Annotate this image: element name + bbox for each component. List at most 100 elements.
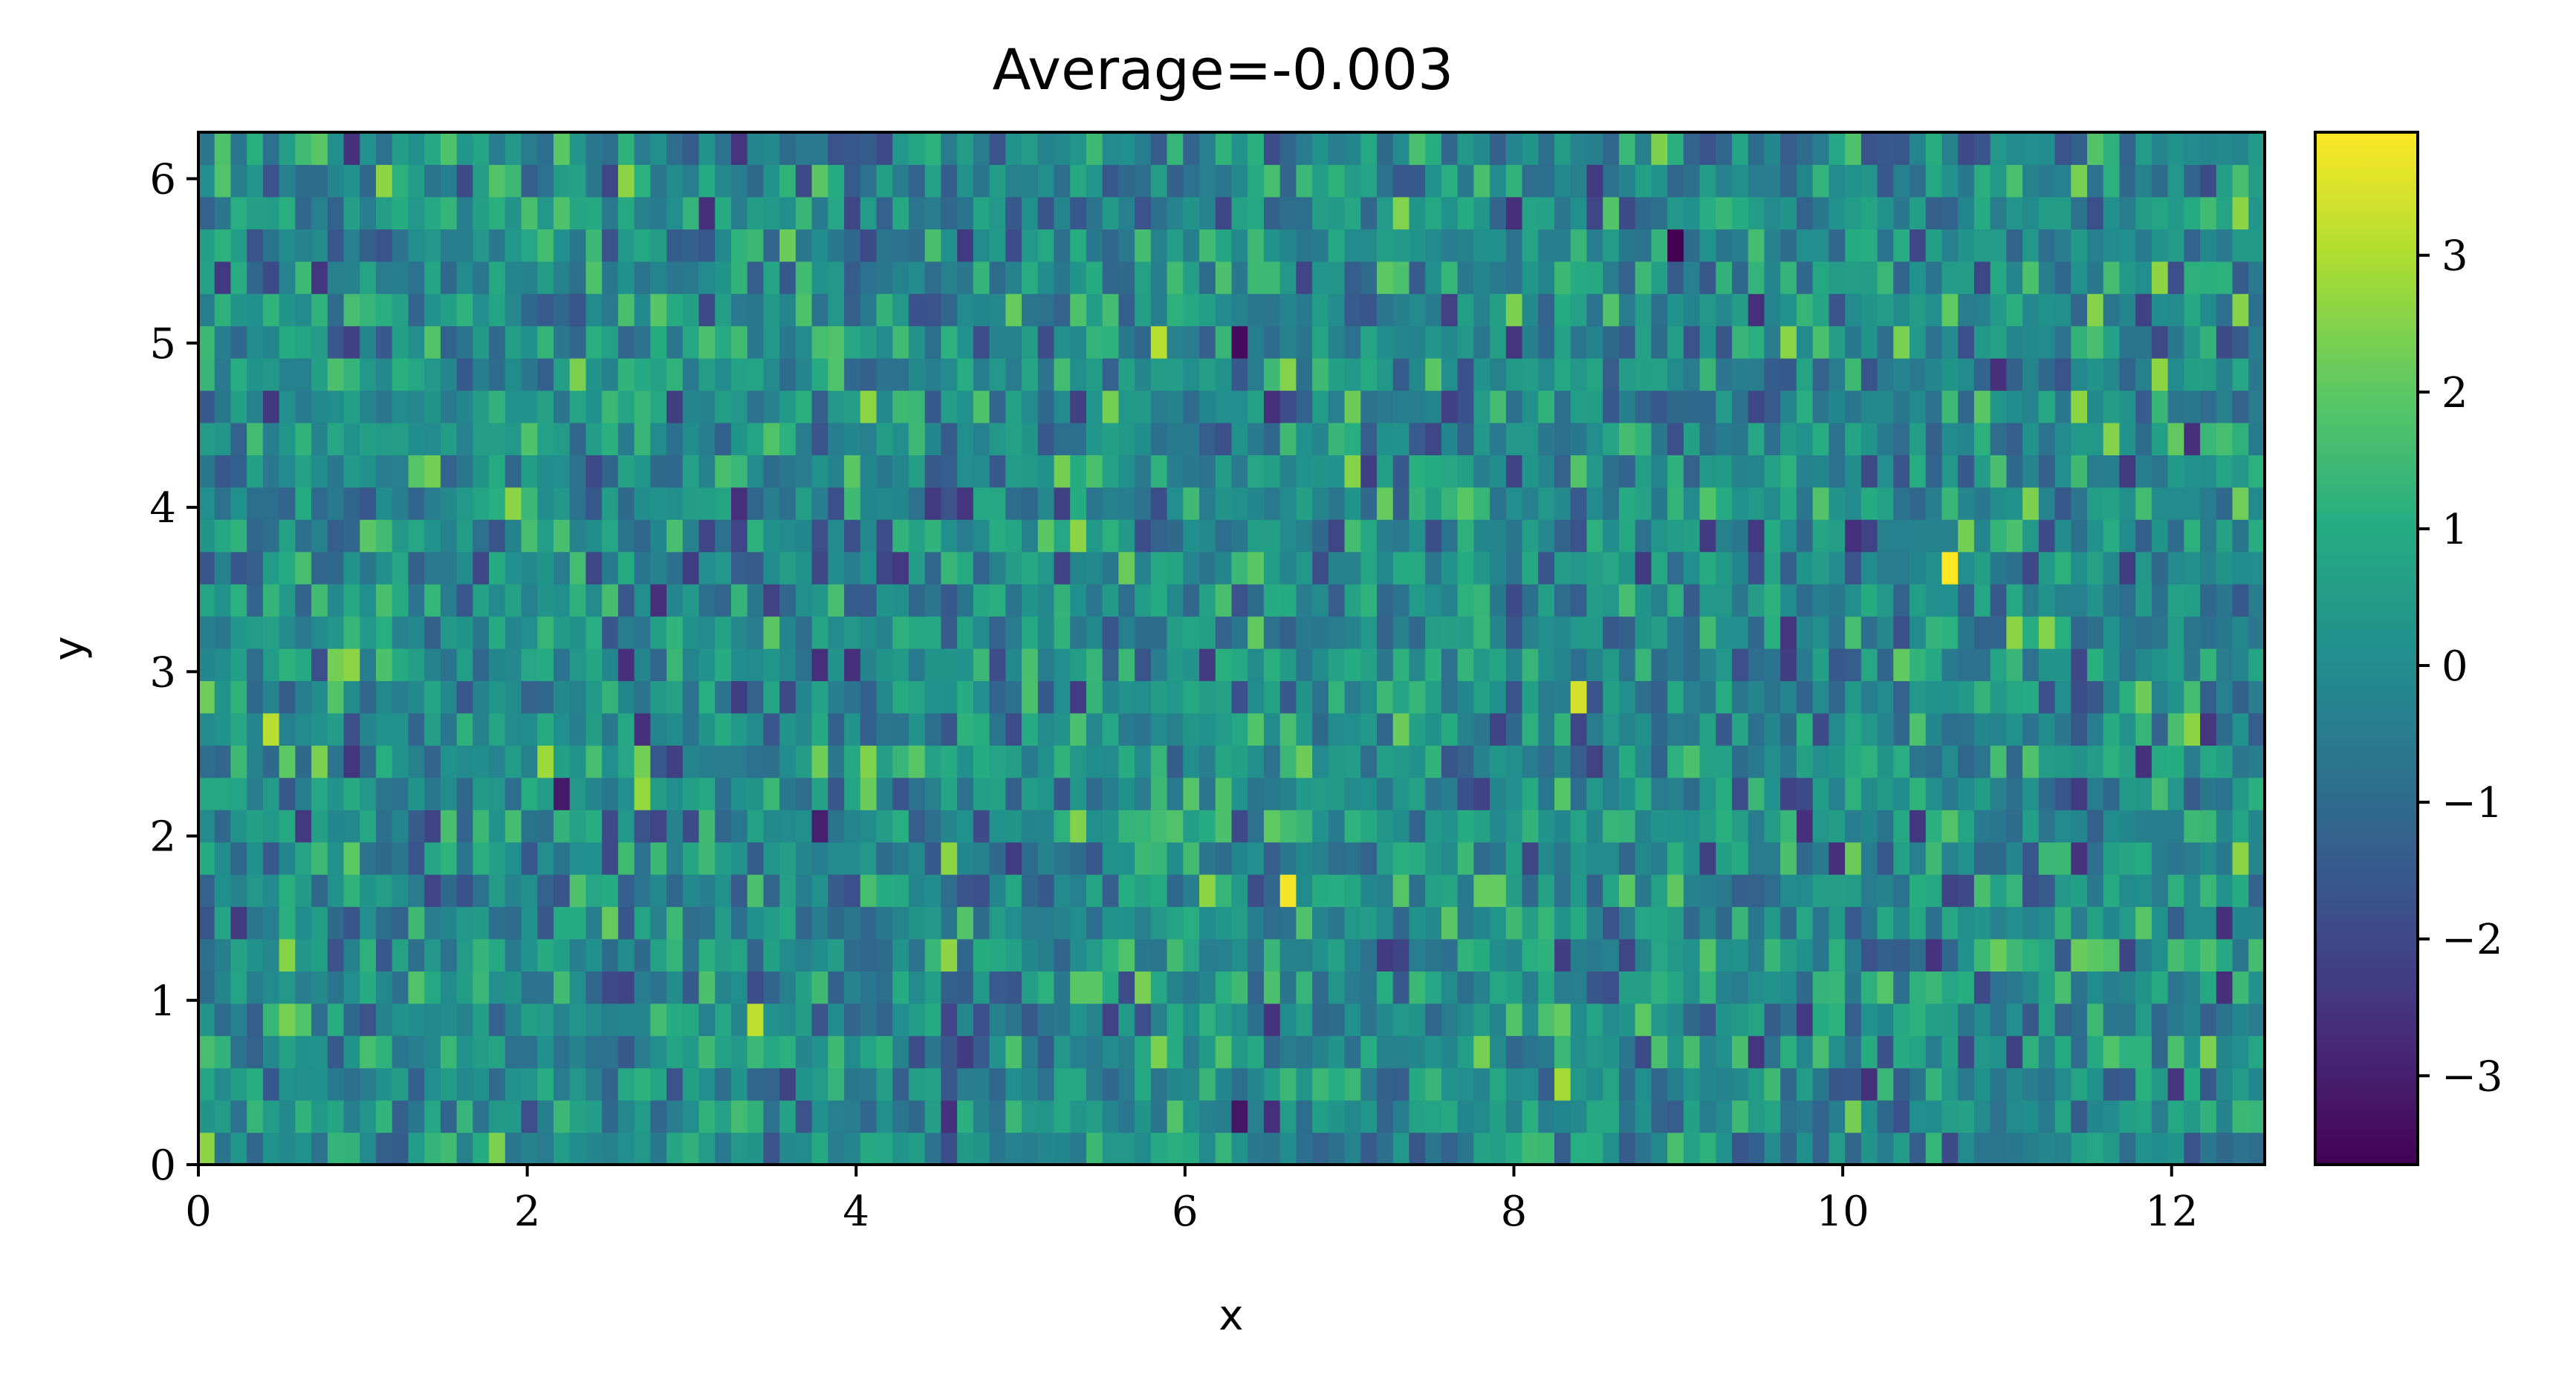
heatmap-cell — [634, 810, 651, 843]
heatmap-cell — [617, 906, 635, 940]
heatmap-cell — [1231, 1035, 1248, 1069]
heatmap-cell — [537, 584, 554, 617]
heatmap-cell — [2200, 712, 2217, 746]
heatmap-cell — [715, 519, 732, 553]
heatmap-cell — [279, 293, 296, 327]
heatmap-cell — [569, 1003, 587, 1036]
heatmap-cell — [2151, 938, 2169, 972]
heatmap-cell — [1958, 196, 1975, 230]
heatmap-cell — [1748, 1067, 1765, 1101]
heatmap-cell — [1199, 293, 1216, 327]
heatmap-cell — [2232, 680, 2249, 714]
heatmap-cell — [1054, 712, 1071, 746]
heatmap-cell — [1910, 293, 1927, 327]
heatmap-cell — [1990, 680, 2007, 714]
heatmap-cell — [1183, 1035, 1200, 1069]
heatmap-cell — [1102, 390, 1120, 423]
heatmap-cell — [715, 810, 732, 843]
heatmap-cell — [1505, 584, 1523, 617]
heatmap-cell — [1618, 455, 1636, 488]
heatmap-cell — [1877, 971, 1894, 1004]
heatmap-cell — [489, 1100, 506, 1133]
heatmap-cell — [408, 1067, 425, 1101]
heatmap-cell — [2200, 874, 2217, 908]
heatmap-cell — [327, 132, 345, 166]
heatmap-cell — [1667, 1067, 1684, 1101]
heatmap-cell — [747, 551, 765, 585]
heatmap-cell — [311, 874, 328, 908]
heatmap-cell — [1231, 229, 1248, 262]
heatmap-cell — [924, 132, 942, 166]
heatmap-cell — [2200, 390, 2217, 423]
heatmap-cell — [1925, 325, 1943, 359]
heatmap-cell — [2103, 422, 2121, 455]
heatmap-cell — [650, 1003, 667, 1036]
heatmap-cell — [247, 971, 264, 1004]
heatmap-cell — [2038, 777, 2056, 810]
heatmap-cell — [537, 680, 554, 714]
heatmap-cell — [1812, 1067, 1829, 1101]
heatmap-cell — [2216, 196, 2233, 230]
heatmap-cell — [779, 712, 797, 746]
heatmap-cell — [1877, 196, 1894, 230]
heatmap-cell — [1215, 390, 1233, 423]
heatmap-cell — [1215, 487, 1233, 520]
heatmap-cell — [1279, 358, 1297, 391]
heatmap-cell — [473, 487, 490, 520]
heatmap-cell — [1973, 810, 1991, 843]
heatmap-cell — [521, 906, 538, 940]
heatmap-cell — [2054, 390, 2071, 423]
heatmap-cell — [682, 325, 700, 359]
heatmap-cell — [698, 390, 716, 423]
heatmap-cell — [973, 325, 990, 359]
heatmap-cell — [666, 1100, 684, 1133]
heatmap-cell — [1312, 1067, 1329, 1101]
heatmap-cell — [1054, 1132, 1071, 1165]
heatmap-cell — [1716, 648, 1733, 682]
heatmap-cell — [1441, 455, 1459, 488]
heatmap-cell — [650, 906, 667, 940]
heatmap-cell — [1457, 455, 1474, 488]
heatmap-cell — [424, 390, 441, 423]
heatmap-cell — [1457, 390, 1474, 423]
heatmap-cell — [650, 390, 667, 423]
heatmap-cell — [1732, 487, 1749, 520]
heatmap-cell — [763, 455, 780, 488]
heatmap-cell — [860, 390, 877, 423]
heatmap-cell — [585, 1100, 603, 1133]
heatmap-cell — [1377, 519, 1394, 553]
heatmap-cell — [279, 1100, 296, 1133]
heatmap-cell — [1377, 132, 1394, 166]
heatmap-cell — [828, 584, 845, 617]
heatmap-cell — [2151, 810, 2169, 843]
heatmap-cell — [1441, 616, 1459, 649]
heatmap-cell — [1603, 293, 1620, 327]
heatmap-cell — [2151, 551, 2169, 585]
heatmap-cell — [1344, 745, 1361, 778]
heatmap-cell — [1651, 745, 1668, 778]
heatmap-cell — [973, 938, 990, 972]
heatmap-cell — [2216, 777, 2233, 810]
heatmap-cell — [2054, 1132, 2071, 1165]
heatmap-cell — [2151, 261, 2169, 294]
heatmap-cell — [811, 874, 828, 908]
heatmap-cell — [2184, 519, 2201, 553]
heatmap-cell — [1005, 487, 1022, 520]
heatmap-cell — [924, 229, 942, 262]
heatmap-cell — [1699, 680, 1716, 714]
heatmap-cell — [247, 584, 264, 617]
heatmap-cell — [1667, 1003, 1684, 1036]
heatmap-cell — [1748, 971, 1765, 1004]
heatmap-cell — [2216, 422, 2233, 455]
heatmap-cell — [989, 1067, 1006, 1101]
heatmap-cell — [1409, 1067, 1426, 1101]
heatmap-cell — [1070, 293, 1087, 327]
heatmap-cell — [2038, 196, 2056, 230]
heatmap-cell — [440, 1067, 458, 1101]
heatmap-cell — [1716, 584, 1733, 617]
heatmap-cell — [1392, 132, 1410, 166]
heatmap-cell — [1554, 390, 1571, 423]
heatmap-cell — [2071, 390, 2088, 423]
heatmap-cell — [844, 971, 861, 1004]
heatmap-cell — [1005, 906, 1022, 940]
